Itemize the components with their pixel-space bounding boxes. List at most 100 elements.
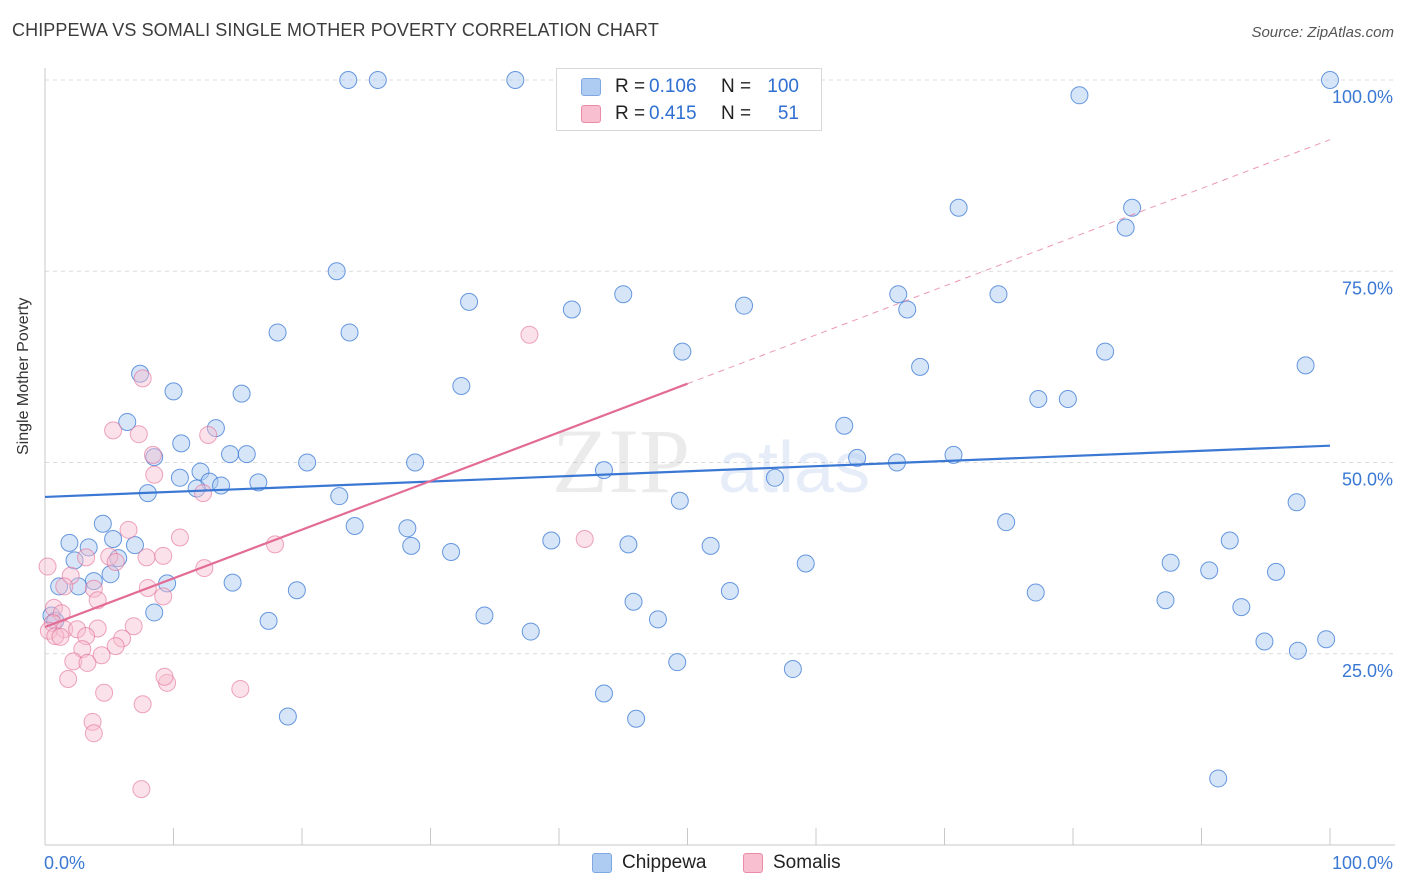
somalis-point	[195, 559, 214, 578]
n-label: N =	[721, 103, 752, 124]
chippewa-point	[1161, 553, 1180, 572]
somalis-point	[154, 587, 173, 606]
chippewa-point	[1026, 583, 1045, 602]
axes	[44, 68, 1395, 846]
chippewa-point	[340, 323, 359, 342]
chippewa-point	[765, 468, 784, 487]
chippewa-point	[735, 296, 754, 315]
chippewa-point	[65, 551, 84, 570]
chippewa-point	[1220, 531, 1239, 550]
somalis-point	[155, 667, 174, 686]
chippewa-trend-line	[44, 444, 1331, 499]
grid-lines	[45, 79, 1395, 655]
chippewa-point	[542, 531, 561, 550]
somalis-point	[55, 577, 74, 596]
chippewa-point	[452, 377, 471, 395]
chippewa-point	[614, 285, 633, 304]
r-value: 0.415	[649, 103, 697, 124]
n-value: 51	[777, 103, 799, 124]
somalis-point	[113, 629, 132, 648]
chippewa-point	[521, 622, 540, 641]
somalis-point	[170, 528, 189, 547]
chippewa-point	[898, 300, 917, 319]
tick-labels: 25.0% 50.0% 75.0% 100.0% 0.0% 100.0%	[44, 87, 1393, 873]
somalis-point	[106, 552, 125, 571]
x-tick-label: 100.0%	[1332, 853, 1393, 873]
chippewa-legend-swatch	[592, 853, 612, 873]
legend-row-chippewa: R = 0.106 N = 100	[581, 75, 799, 99]
chippewa-point	[1232, 598, 1251, 617]
chippewa-point	[93, 514, 112, 533]
somalis-trend-line	[44, 382, 688, 629]
chippewa-point	[1156, 591, 1175, 610]
chippewa-point	[848, 448, 867, 467]
chippewa-point	[339, 71, 358, 89]
watermark: ZIP atlas	[552, 410, 870, 512]
n-value: 100	[767, 76, 799, 97]
chippewa-point	[624, 592, 643, 611]
somalis-point	[124, 617, 143, 636]
chippewa-point	[268, 323, 287, 342]
chippewa-point	[1317, 630, 1336, 649]
somalis-point	[137, 548, 156, 567]
y-tick-label: 75.0%	[1342, 278, 1393, 298]
chippewa-point	[701, 536, 720, 555]
chippewa-point	[1070, 86, 1089, 105]
somalis-point	[83, 712, 102, 731]
legend-item-chippewa: Chippewa	[592, 852, 707, 874]
source-label: Source: ZipAtlas.com	[1251, 24, 1394, 41]
chippewa-point	[327, 262, 346, 281]
somalis-point	[199, 425, 218, 444]
chippewa-point	[835, 416, 854, 435]
correlation-legend: R = 0.106 N = 100 R = 0.415 N = 51	[556, 68, 822, 131]
somalis-point	[132, 780, 151, 799]
somalis-legend-label: Somalis	[773, 852, 841, 873]
somalis-point	[145, 465, 164, 484]
chippewa-point	[402, 536, 421, 555]
chippewa-point	[118, 412, 137, 431]
chippewa-point	[298, 453, 317, 472]
somalis-point	[92, 646, 111, 665]
chippewa-point	[911, 357, 930, 376]
chippewa-point	[627, 709, 646, 728]
chippewa-point	[330, 487, 349, 506]
chippewa-point	[783, 660, 802, 679]
chippewa-point	[1255, 632, 1274, 651]
y-tick-label: 25.0%	[1342, 661, 1393, 681]
chippewa-point	[212, 476, 231, 495]
somalis-point	[143, 445, 162, 464]
somalis-point	[106, 637, 125, 656]
somalis-point	[38, 557, 57, 576]
somalis-point	[46, 627, 65, 646]
chippewa-point	[104, 530, 123, 548]
somalis-point	[73, 640, 92, 659]
somalis-point	[133, 695, 152, 714]
chippewa-point	[287, 581, 306, 600]
somalis-swatch	[581, 105, 601, 123]
x-tick-label: 0.0%	[44, 853, 85, 873]
chippewa-point	[889, 285, 908, 304]
y-tick-label: 100.0%	[1332, 87, 1393, 107]
somalis-point	[77, 548, 96, 567]
chippewa-point	[1200, 561, 1219, 580]
somalis-point	[575, 530, 594, 548]
chippewa-point	[60, 533, 79, 552]
chippewa-point	[125, 536, 144, 555]
chippewa-point	[594, 461, 613, 480]
n-label: N =	[721, 76, 752, 97]
chippewa-point	[345, 516, 364, 535]
somalis-point	[231, 679, 250, 698]
somalis-point	[154, 546, 173, 565]
somalis-point	[266, 535, 285, 554]
chippewa-point	[475, 606, 494, 625]
somalis-point	[68, 620, 87, 639]
somalis-point	[104, 421, 123, 440]
chippewa-point	[1296, 356, 1315, 375]
r-label: R =	[615, 76, 646, 97]
chippewa-point	[1096, 342, 1115, 361]
chippewa-point	[278, 707, 297, 726]
somalis-legend-swatch	[743, 853, 763, 873]
chippewa-point	[1321, 71, 1339, 89]
chippewa-point	[1287, 493, 1306, 512]
legend-row-somalis: R = 0.415 N = 51	[581, 102, 799, 126]
